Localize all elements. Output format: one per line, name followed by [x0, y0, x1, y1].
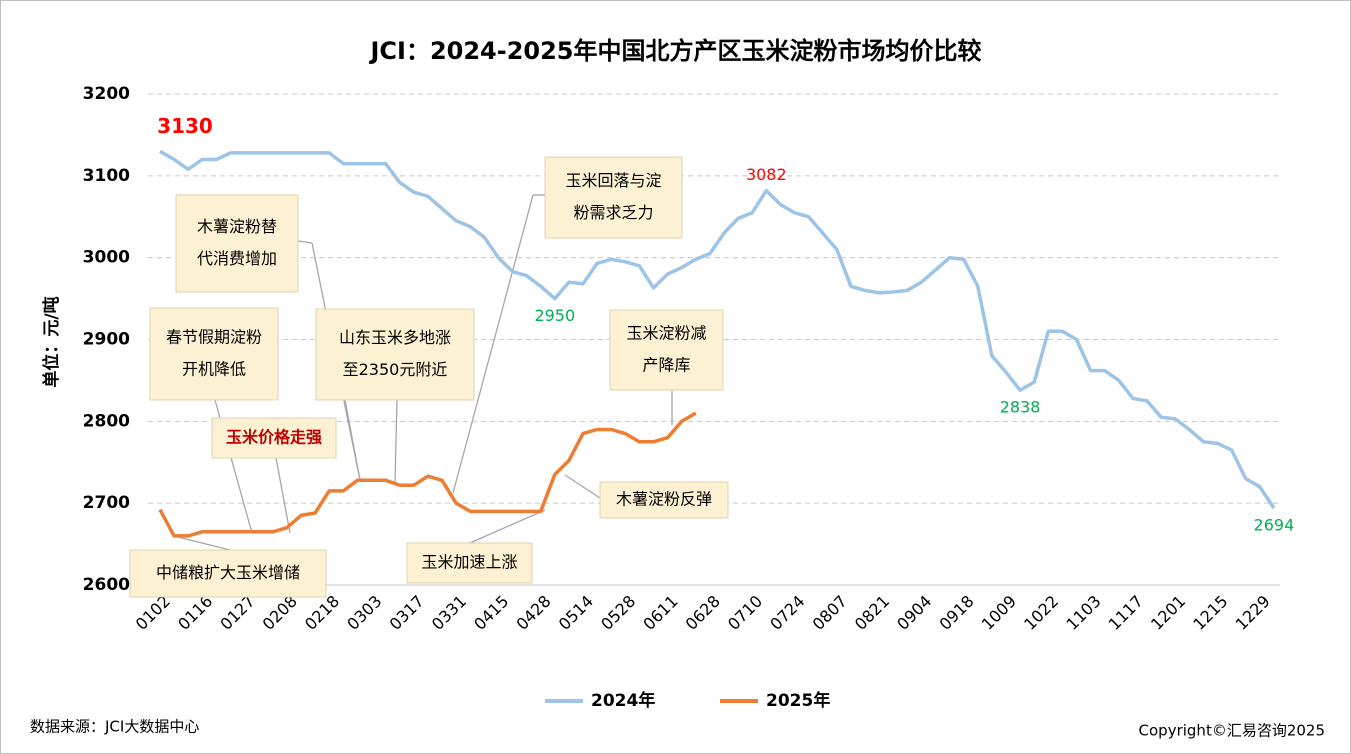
annotation-text: 春节假期淀粉: [166, 328, 262, 347]
annotation-text: 玉米加速上涨: [421, 553, 517, 572]
data-label: 2950: [534, 306, 575, 325]
annotation-box: [406, 542, 533, 584]
series-line: [158, 411, 697, 538]
y-tick-label: 3000: [83, 248, 130, 268]
data-label: 2838: [1000, 398, 1041, 417]
annotation-text: 中储粮扩大玉米增储: [156, 563, 300, 582]
leader-line: [564, 474, 601, 499]
annotation-text: 山东玉米多地涨: [339, 328, 451, 347]
data-label: 3130: [157, 114, 213, 138]
legend-label: 2025年: [766, 690, 830, 711]
data-label: 3082: [746, 165, 787, 184]
chart-title: JCI：2024-2025年中国北方产区玉米淀粉市场均价比较: [368, 37, 981, 65]
series-line: [159, 149, 1276, 510]
annotation-text: 代消费增加: [197, 249, 277, 268]
annotation-text: 产降库: [642, 356, 690, 375]
annotation-box: [544, 156, 683, 239]
annotation-text: 粉需求乏力: [573, 203, 653, 222]
legend-label: 2024年: [591, 690, 655, 711]
annotation-box: [149, 307, 279, 401]
annotation-text: 玉米价格走强: [226, 428, 322, 447]
source: 数据来源：JCI大数据中心: [30, 718, 199, 736]
leader-line: [297, 240, 313, 244]
y-tick-label: 2900: [83, 330, 130, 350]
annotation-text: 玉米回落与淀: [565, 171, 661, 190]
leader-line: [177, 536, 231, 551]
leader-line: [344, 399, 361, 481]
annotation-text: 玉米淀粉减: [626, 324, 706, 343]
annotation-box: [315, 308, 475, 401]
leader-line: [394, 399, 398, 483]
annotation-box: [609, 309, 724, 391]
data-label: 2694: [1254, 516, 1295, 535]
annotation-text: 开机降低: [182, 360, 246, 379]
annotation-box: [129, 549, 327, 598]
leader-line: [469, 509, 546, 544]
annotation-text: 至2350元附近: [343, 360, 448, 379]
copyright: Copyright©汇易咨询2025: [1139, 722, 1325, 740]
annotation-box: [175, 194, 299, 293]
annotation-text: 木薯淀粉反弹: [616, 490, 712, 509]
annotation-box: [599, 481, 729, 519]
y-tick-label: 3100: [83, 166, 130, 186]
annotation-box: [211, 417, 337, 459]
y-tick-label: 3200: [83, 84, 130, 104]
y-tick-label: 2700: [83, 493, 130, 513]
annotation-text: 木薯淀粉替: [197, 217, 277, 236]
leader-line: [275, 457, 291, 534]
leader-line: [452, 194, 534, 494]
y-tick-label: 2600: [83, 575, 130, 595]
y-axis-label: 单位：元/吨: [41, 296, 62, 387]
y-tick-label: 2800: [83, 411, 130, 431]
